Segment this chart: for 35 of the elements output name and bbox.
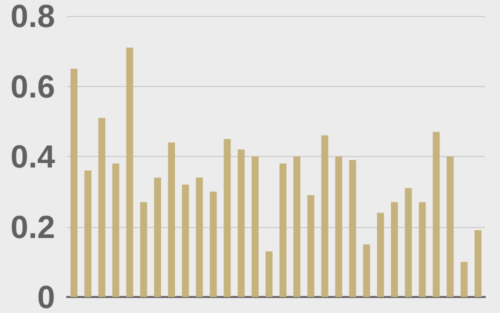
bar (252, 156, 259, 297)
bar (404, 188, 412, 297)
bar (279, 164, 286, 297)
bar (390, 202, 398, 297)
bar (182, 184, 189, 297)
bar (335, 156, 342, 297)
bar (210, 192, 217, 297)
y-tick-label: 0.6 (10, 68, 55, 104)
bar (140, 202, 148, 297)
bar (363, 244, 370, 297)
y-tick-label: 0.8 (10, 0, 55, 34)
bar (154, 178, 162, 297)
y-tick-label: 0.4 (10, 138, 56, 174)
bar (377, 212, 384, 297)
bar (446, 156, 454, 297)
bar (474, 230, 482, 297)
bar (266, 251, 273, 297)
bar (196, 178, 203, 297)
bar (460, 262, 468, 297)
bar (112, 164, 120, 297)
bar (349, 160, 356, 297)
bar (418, 202, 426, 297)
y-tick-label: 0.2 (10, 208, 55, 245)
bar (168, 142, 175, 297)
y-tick-label: 0 (37, 279, 55, 313)
bar (321, 135, 328, 297)
bar (126, 48, 134, 297)
bar (432, 132, 440, 297)
bar (224, 138, 231, 297)
bar (98, 118, 106, 297)
bar (293, 156, 300, 297)
bar (307, 195, 314, 297)
bar (70, 68, 78, 297)
bar (238, 149, 245, 297)
bar (84, 170, 92, 297)
